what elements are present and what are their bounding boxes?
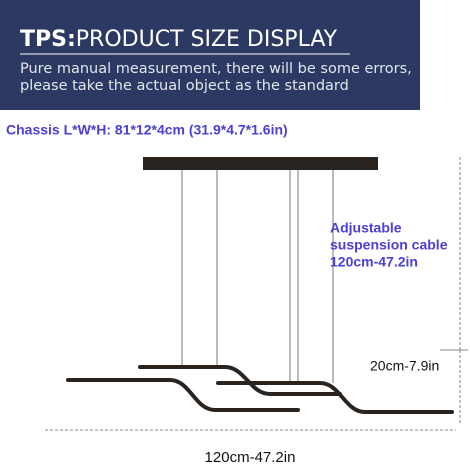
- cable-label: 120cm-47.2in: [330, 254, 418, 270]
- header-title: TPS:PRODUCT SIZE DISPLAY: [20, 27, 338, 52]
- width-label: 120cm-47.2in: [205, 449, 296, 466]
- canopy: [143, 157, 378, 170]
- chassis-size: Chassis L*W*H: 81*12*4cm (31.9*4.7*1.6in…: [6, 122, 288, 138]
- cables: [181, 170, 334, 383]
- lamp: [66, 157, 454, 414]
- cable-label: Adjustable: [330, 220, 402, 236]
- title-bold: TPS:: [20, 27, 76, 52]
- header-banner: [0, 0, 420, 110]
- light-bars: [66, 365, 454, 414]
- subtitle-line: Pure manual measurement, there will be s…: [20, 61, 412, 77]
- dimension-lines: [45, 157, 461, 431]
- title-rest: PRODUCT SIZE DISPLAY: [76, 27, 338, 52]
- drop-label: 20cm-7.9in: [370, 358, 439, 374]
- subtitle-line: please take the actual object as the sta…: [20, 78, 349, 94]
- cable-label: suspension cable: [330, 237, 448, 253]
